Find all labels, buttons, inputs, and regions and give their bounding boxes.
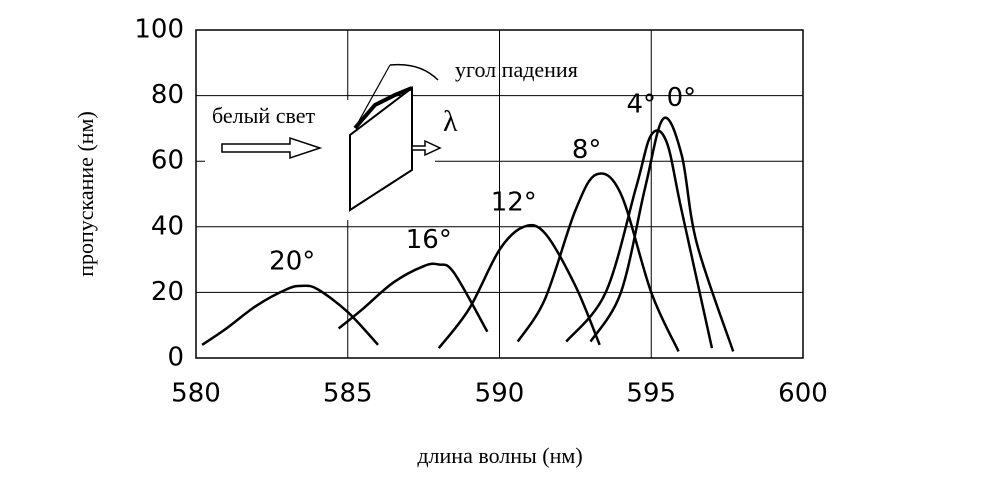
x-tick-label: 590 — [475, 379, 525, 409]
inset: белый свет угол падения λ — [205, 57, 578, 220]
annotation: λ — [443, 105, 458, 138]
series-label: 12° — [491, 187, 537, 217]
y-axis-label: пропускание (нм) — [73, 111, 98, 277]
input-arrow — [221, 136, 323, 160]
normal-line — [354, 64, 391, 129]
y-tick-label: 80 — [151, 80, 184, 110]
y-tick-label: 60 — [151, 146, 184, 176]
annotation: белый свет — [212, 103, 315, 128]
series-label: 4° — [626, 89, 656, 119]
y-tick-label: 100 — [134, 15, 184, 45]
filter-plate — [349, 85, 413, 212]
x-tick-label: 585 — [323, 379, 373, 409]
series-label: 8° — [572, 135, 602, 165]
line-series — [437, 223, 601, 349]
y-tick-label: 20 — [151, 277, 184, 307]
y-tick-label: 0 — [167, 343, 184, 373]
annotation: угол падения — [455, 57, 578, 82]
line-series — [516, 172, 680, 352]
series-label: 16° — [406, 225, 452, 255]
x-tick-label: 600 — [778, 379, 828, 409]
output-arrow — [411, 139, 442, 157]
x-axis-label: длина волны (нм) — [417, 443, 582, 468]
x-tick-label: 595 — [626, 379, 676, 409]
filter-edge — [353, 86, 413, 130]
series-label: 20° — [269, 246, 315, 276]
series-label: 0° — [667, 83, 697, 113]
line-series — [201, 284, 380, 346]
angle-arc — [389, 63, 439, 81]
x-tick-label: 580 — [171, 379, 221, 409]
line-series — [337, 262, 489, 333]
line-series — [589, 116, 735, 352]
line-series — [565, 129, 714, 349]
y-tick-label: 40 — [151, 211, 184, 241]
